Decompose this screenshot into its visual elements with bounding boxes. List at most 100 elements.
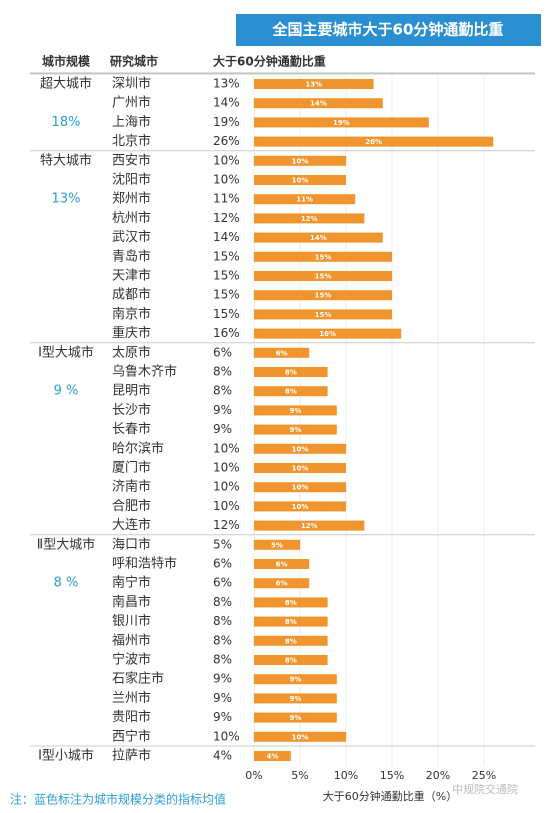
city-name: 大连市 — [112, 517, 151, 533]
bar-label: 6% — [276, 349, 288, 357]
value-label: 10% — [213, 729, 240, 743]
value-label: 15% — [213, 249, 240, 263]
x-tick-label: 10% — [334, 769, 358, 782]
bar-label: 14% — [310, 100, 327, 108]
bar-label: 10% — [292, 503, 309, 511]
bar-label: 9% — [289, 695, 301, 703]
group-average: 9 % — [54, 384, 79, 399]
city-name: 重庆市 — [112, 325, 151, 341]
bar — [254, 751, 291, 761]
value-label: 6% — [213, 576, 232, 590]
city-name: 深圳市 — [112, 76, 151, 92]
value-label: 15% — [213, 307, 240, 321]
value-label: 8% — [213, 595, 232, 609]
city-name: 长春市 — [112, 421, 151, 437]
city-name: 沈阳市 — [112, 172, 151, 188]
city-name: 上海市 — [112, 114, 151, 130]
column-header: 研究城市 — [110, 54, 158, 69]
city-name: 济南市 — [112, 479, 151, 495]
bar-label: 15% — [315, 311, 332, 319]
bar — [254, 539, 300, 550]
value-label: 10% — [213, 153, 240, 167]
group-name: 特大城市 — [40, 152, 92, 168]
bar — [254, 386, 328, 397]
group-name: 超大城市 — [40, 76, 92, 92]
bar-label: 12% — [301, 215, 318, 223]
bar — [254, 712, 337, 723]
value-label: 13% — [213, 77, 240, 91]
bar — [254, 328, 402, 339]
city-name: 广州市 — [112, 95, 151, 111]
bar-label: 6% — [276, 561, 288, 569]
city-name: 长沙市 — [112, 402, 151, 418]
city-name: 呼和浩特市 — [112, 556, 177, 572]
x-axis-title: 大于60分钟通勤比重（%） — [323, 789, 457, 803]
bar-label: 16% — [319, 330, 336, 338]
city-name: 郑州市 — [112, 191, 151, 207]
bar-label: 4% — [266, 753, 278, 761]
bar — [254, 424, 337, 435]
column-header: 城市规模 — [42, 54, 91, 69]
bar-label: 10% — [292, 157, 309, 165]
watermark: 中规院交通院 — [452, 782, 518, 796]
bar-label: 8% — [285, 618, 297, 626]
city-name: 合肥市 — [112, 498, 151, 514]
value-label: 16% — [213, 326, 240, 340]
bar — [254, 213, 365, 224]
value-label: 10% — [213, 499, 240, 513]
value-label: 8% — [213, 633, 232, 647]
bar-label: 10% — [292, 484, 309, 492]
bar-label: 9% — [289, 407, 301, 415]
bar — [254, 347, 310, 358]
bar — [254, 232, 383, 243]
bar-label: 8% — [285, 637, 297, 645]
value-label: 4% — [213, 749, 232, 763]
bar-label: 6% — [276, 580, 288, 588]
value-label: 14% — [213, 96, 240, 110]
value-label: 8% — [213, 384, 232, 398]
city-name: 太原市 — [112, 344, 151, 360]
city-name: 哈尔滨市 — [112, 440, 164, 456]
bar-label: 11% — [296, 196, 313, 204]
bar — [254, 194, 356, 205]
bar-label: 5% — [271, 541, 283, 549]
city-name: 贵阳市 — [112, 709, 151, 725]
column-header: 大于60分钟通勤比重 — [213, 54, 326, 69]
city-name: 厦门市 — [112, 460, 151, 476]
bar — [254, 501, 346, 512]
title-box — [236, 14, 541, 46]
group-name: Ⅰ型小城市 — [38, 748, 94, 764]
value-label: 10% — [213, 441, 240, 455]
group-name: Ⅰ型大城市 — [38, 344, 94, 360]
bar — [254, 693, 337, 704]
bar — [254, 98, 383, 109]
bar-label: 15% — [315, 292, 332, 300]
bar-label: 9% — [289, 714, 301, 722]
city-name: 南京市 — [112, 306, 151, 322]
city-name: 福州市 — [112, 632, 151, 648]
city-name: 南昌市 — [112, 594, 151, 610]
city-name: 乌鲁木齐市 — [112, 364, 177, 380]
bar — [254, 117, 429, 128]
value-label: 10% — [213, 173, 240, 187]
value-label: 5% — [213, 537, 232, 551]
bar — [254, 578, 310, 589]
group-average: 13% — [52, 192, 81, 207]
x-tick-label: 15% — [380, 769, 404, 782]
bar — [254, 271, 392, 281]
bar-label: 14% — [310, 234, 327, 242]
city-name: 西安市 — [112, 152, 151, 168]
bar — [254, 155, 346, 166]
bar — [254, 443, 346, 454]
x-tick-label: 25% — [472, 769, 496, 782]
value-label: 8% — [213, 365, 232, 379]
value-label: 14% — [213, 230, 240, 244]
city-name: 杭州市 — [112, 210, 151, 226]
city-name: 青岛市 — [112, 248, 151, 264]
value-label: 12% — [213, 211, 240, 225]
city-name: 石家庄市 — [112, 671, 164, 687]
bar-label: 19% — [333, 119, 350, 127]
bar-label: 10% — [292, 733, 309, 741]
bar — [254, 597, 328, 608]
